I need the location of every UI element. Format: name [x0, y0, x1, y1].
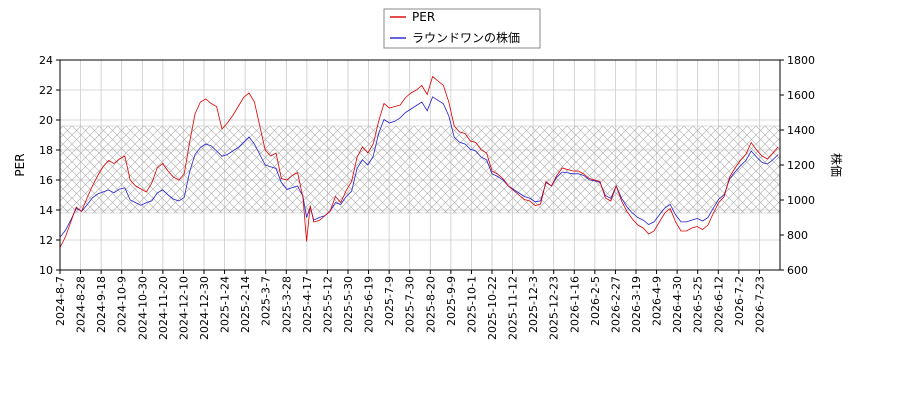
x-tick-label: 2025-4-17 — [301, 276, 314, 333]
x-tick-label: 2025-10-1 — [465, 276, 478, 333]
x-tick-label: 2025-7-9 — [383, 276, 396, 326]
right-tick-label: 1600 — [787, 89, 815, 102]
x-tick-label: 2024-10-9 — [116, 276, 129, 333]
series-line-per — [60, 75, 779, 248]
x-tick-label: 2024-12-10 — [177, 276, 190, 340]
left-tick-label: 14 — [39, 204, 53, 217]
x-tick-label: 2026-6-12 — [712, 276, 725, 333]
x-tick-label: 2025-11-12 — [507, 276, 520, 340]
x-tick-label: 2025-3-28 — [280, 276, 293, 333]
right-tick-label: 1000 — [787, 194, 815, 207]
right-tick-label: 1200 — [787, 159, 815, 172]
right-axis-ticks: 600 800 1000 1200 1400 1600 1800 — [780, 54, 815, 277]
x-tick-label: 2025-1-24 — [219, 276, 232, 333]
x-tick-label: 2025-5-12 — [321, 276, 334, 333]
right-tick-label: 800 — [787, 229, 808, 242]
x-tick-label: 2026-1-16 — [568, 276, 581, 333]
left-axis-label: PER — [13, 153, 27, 176]
x-tick-label: 2025-3-7 — [260, 276, 273, 326]
x-tick-label: 2026-7-2 — [733, 276, 746, 326]
left-tick-label: 16 — [39, 174, 53, 187]
x-tick-label: 2025-7-30 — [404, 276, 417, 333]
right-tick-label: 1800 — [787, 54, 815, 67]
x-tick-label: 2024-8-7 — [54, 276, 67, 326]
left-tick-label: 22 — [39, 84, 53, 97]
legend: PER ラウンドワンの株価 — [383, 8, 541, 49]
right-tick-label: 1400 — [787, 124, 815, 137]
x-tick-label: 2025-9-9 — [445, 276, 458, 326]
left-tick-label: 12 — [39, 234, 53, 247]
x-tick-label: 2026-3-19 — [630, 276, 643, 333]
x-tick-label: 2025-12-3 — [527, 276, 540, 333]
x-tick-label: 2026-7-23 — [753, 276, 766, 333]
x-tick-label: 2025-8-20 — [424, 276, 437, 333]
shaded-band — [59, 125, 781, 214]
x-tick-label: 2025-6-19 — [363, 276, 376, 333]
right-tick-label: 600 — [787, 264, 808, 277]
x-tick-label: 2026-4-30 — [671, 276, 684, 333]
legend-label-per: PER — [412, 10, 435, 24]
x-tick-label: 2025-2-14 — [239, 276, 252, 333]
x-tick-label: 2024-11-20 — [157, 276, 170, 340]
series-line-price — [60, 96, 779, 238]
x-tick-label: 2025-5-30 — [342, 276, 355, 333]
x-tick-label: 2026-5-25 — [692, 276, 705, 333]
x-tick-label: 2026-4-9 — [651, 276, 664, 326]
left-tick-label: 20 — [39, 114, 53, 127]
x-tick-label: 2024-8-28 — [75, 276, 88, 333]
x-tick-label: 2024-10-30 — [136, 276, 149, 340]
left-tick-label: 10 — [39, 264, 53, 277]
x-tick-label: 2026-2-27 — [609, 276, 622, 333]
left-axis-ticks: 10 12 14 16 18 20 22 24 — [39, 54, 60, 277]
legend-label-price: ラウンドワンの株価 — [412, 30, 520, 45]
left-tick-label: 24 — [39, 54, 53, 67]
x-tick-label: 2025-12-23 — [548, 276, 561, 340]
x-tick-label: 2025-10-22 — [486, 276, 499, 340]
x-axis-ticks: 2024-8-7 2024-8-28 2024-9-18 2024-10-9 2024-… — [54, 270, 766, 340]
x-tick-label: 2024-12-30 — [198, 276, 211, 340]
x-tick-label: 2026-2-5 — [589, 276, 602, 326]
legend-box — [383, 8, 541, 49]
right-axis-label: 株価 — [829, 153, 844, 177]
left-tick-label: 18 — [39, 144, 53, 157]
x-tick-label: 2024-9-18 — [95, 276, 108, 333]
